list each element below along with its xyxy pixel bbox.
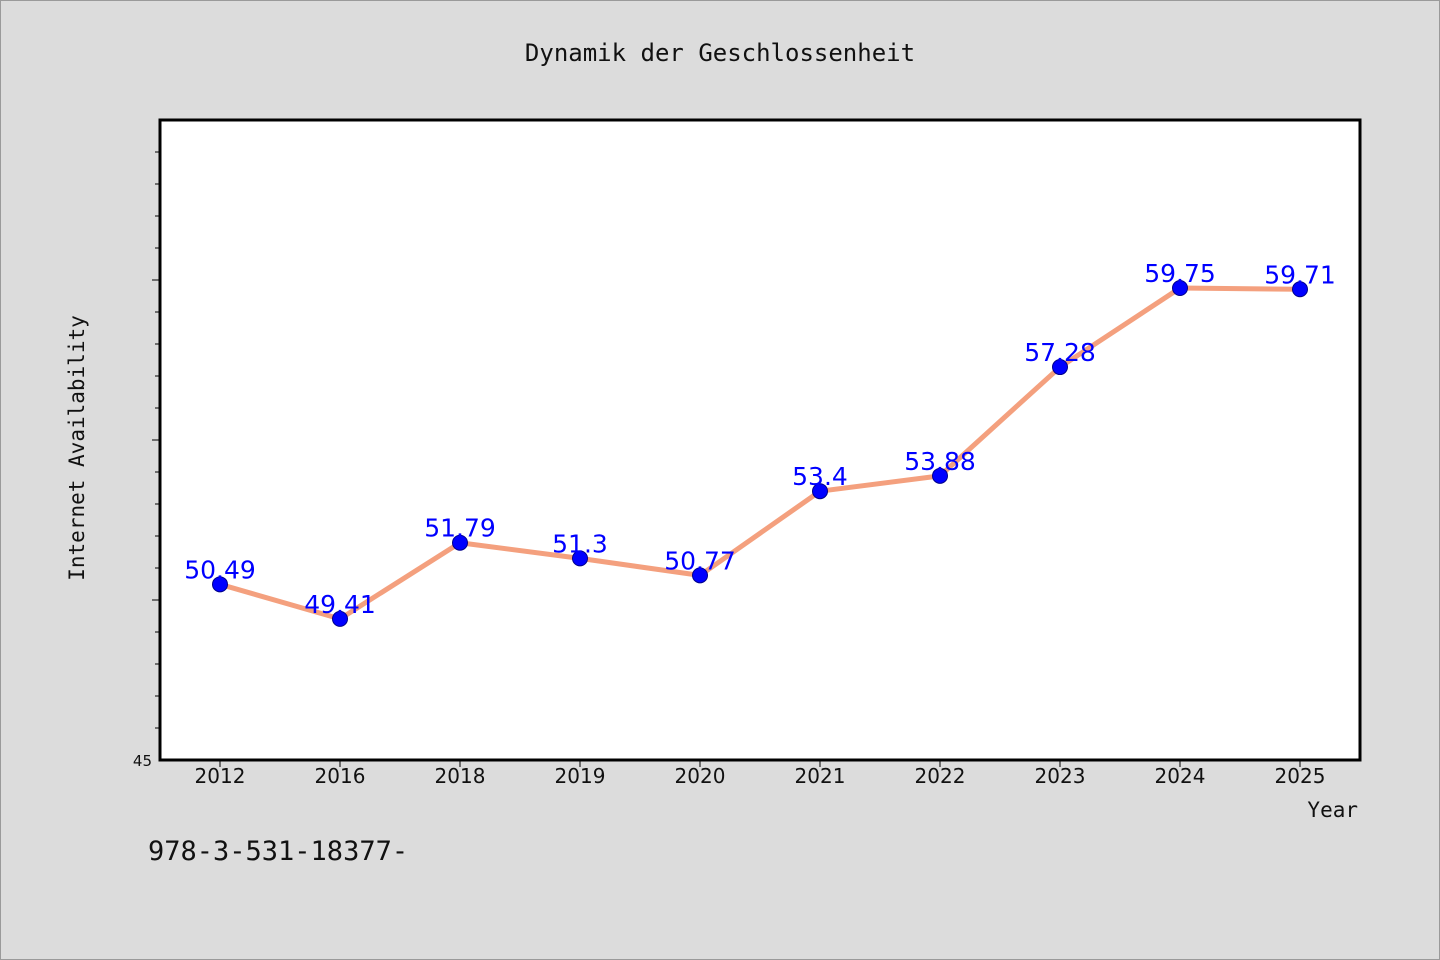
data-point bbox=[332, 610, 348, 627]
data-label: 50.77 bbox=[664, 546, 736, 575]
data-label: 59.75 bbox=[1144, 259, 1216, 288]
series-line-layer bbox=[217, 285, 1303, 622]
x-tick-label: 2023 bbox=[1035, 764, 1086, 788]
data-point bbox=[692, 567, 708, 584]
x-tick-label: 2020 bbox=[675, 764, 726, 788]
x-tick-labels: 2012 2016 2018 2019 2020 2021 2022 2023 2024 2025 bbox=[195, 764, 1326, 788]
y-axis-label: Internet Availability bbox=[65, 315, 89, 581]
data-label: 50.49 bbox=[184, 555, 256, 584]
chart-title: Dynamik der Geschlossenheit bbox=[525, 39, 915, 67]
data-label: 49.41 bbox=[304, 590, 376, 619]
x-tick-label: 2025 bbox=[1275, 764, 1326, 788]
data-label: 53.4 bbox=[792, 462, 848, 491]
data-label: 53.88 bbox=[904, 447, 976, 476]
data-label: 59.71 bbox=[1264, 260, 1336, 289]
data-point bbox=[572, 550, 588, 567]
x-tick-label: 2022 bbox=[915, 764, 966, 788]
data-labels: 50.49 49.41 51.79 51.3 50.77 53.4 53.88 57.28 59… bbox=[184, 259, 1336, 619]
data-point bbox=[1292, 281, 1308, 298]
x-tick-label: 2024 bbox=[1155, 764, 1206, 788]
data-point bbox=[1172, 280, 1188, 296]
data-point bbox=[1052, 359, 1068, 376]
data-point bbox=[932, 467, 948, 484]
data-point bbox=[212, 576, 228, 593]
data-label: 51.79 bbox=[424, 514, 496, 543]
x-tick-label: 2012 bbox=[195, 764, 246, 788]
data-points bbox=[212, 280, 1308, 627]
data-point bbox=[812, 483, 828, 500]
tick-marks bbox=[152, 151, 1301, 767]
plot-area bbox=[158, 118, 1362, 762]
series-line bbox=[217, 285, 1303, 622]
x-axis-label: Year bbox=[1307, 798, 1358, 822]
x-tick-label: 2016 bbox=[315, 764, 366, 788]
footer-isbn-text: 978-3-531-18377- bbox=[148, 836, 409, 867]
x-tick-label: 2021 bbox=[795, 764, 846, 788]
y-tick-label-min: 45 bbox=[133, 752, 152, 770]
x-tick-label: 2018 bbox=[435, 764, 486, 788]
data-label: 57.28 bbox=[1024, 338, 1096, 367]
x-tick-label: 2019 bbox=[555, 764, 606, 788]
data-label: 51.3 bbox=[552, 529, 608, 558]
data-point bbox=[452, 534, 468, 551]
